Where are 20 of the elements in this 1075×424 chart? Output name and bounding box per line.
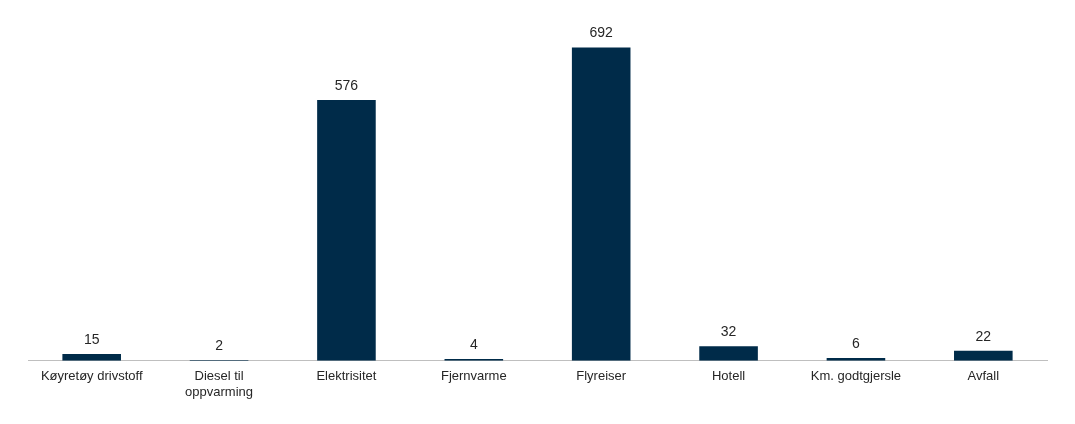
x-tick-label: Køyretøy drivstoff	[40, 368, 143, 384]
x-tick-label: Elektrisitet	[316, 368, 377, 384]
bar	[317, 100, 376, 361]
data-label: 22	[975, 327, 992, 344]
data-label: 2	[215, 336, 224, 353]
x-tick-label: Avfall	[967, 368, 1000, 384]
x-tick-label: Km. godtgjersle	[810, 368, 902, 384]
x-tick-label: Hotell	[711, 368, 746, 384]
bar	[699, 346, 758, 361]
bar	[954, 350, 1013, 361]
x-tick-label: Flyreiser	[576, 368, 627, 384]
data-label: 6	[852, 334, 861, 351]
x-tick-label: Diesel til oppvarming	[185, 368, 254, 399]
data-label: 4	[469, 335, 478, 352]
data-label: 32	[720, 323, 737, 340]
data-label: 15	[83, 330, 100, 347]
data-label: 692	[589, 24, 614, 41]
bar	[571, 47, 631, 361]
data-label: 576	[334, 76, 359, 93]
x-tick-label: Fjernvarme	[440, 368, 507, 384]
